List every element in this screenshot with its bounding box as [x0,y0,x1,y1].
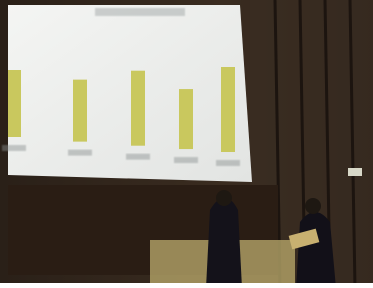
person-head [216,190,232,206]
blurred-label [2,145,26,151]
blurred-label [68,150,92,156]
page: (() => { const data = JSON.parse(documen… [0,0,373,288]
bar [179,89,193,149]
blurred-title [95,8,185,16]
blurred-label [126,154,150,160]
blurred-label [216,160,240,166]
bar [8,70,21,137]
bar [221,67,235,152]
person [206,198,242,288]
blurred-label [174,157,198,163]
bar [131,71,145,146]
border [0,283,373,288]
person [296,212,336,288]
person-head [305,198,321,214]
photo [0,0,373,288]
bar [73,80,87,142]
exit-light [348,168,362,176]
